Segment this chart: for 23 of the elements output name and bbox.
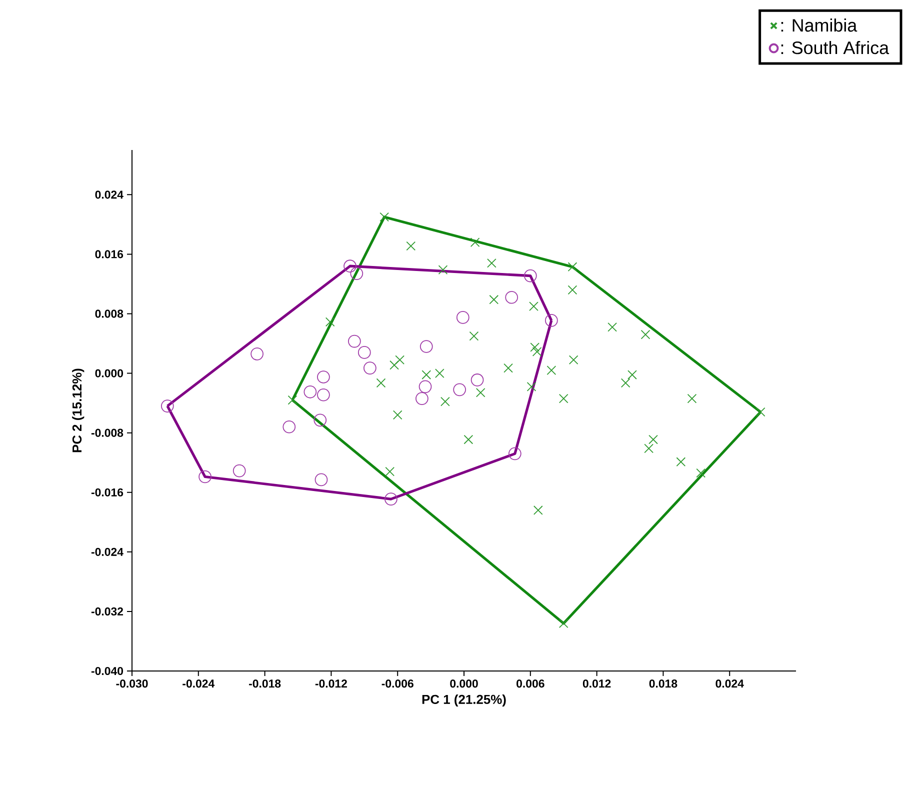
x-tick-label: -0.018 — [249, 680, 281, 688]
y-tick-label: -0.024 — [91, 548, 124, 556]
x-tick-label: 0.000 — [450, 680, 478, 688]
y-tick-label: -0.040 — [91, 666, 124, 676]
x-tick-label: -0.006 — [382, 680, 414, 688]
x-tick-label: 0.012 — [582, 680, 611, 688]
y-axis-title: PC 2 (15.12%) — [72, 368, 84, 452]
y-tick-label: 0.016 — [95, 250, 124, 258]
x-tick-label: -0.030 — [116, 680, 148, 688]
y-tick-label: -0.008 — [91, 428, 124, 437]
y-tick-label: -0.016 — [91, 488, 124, 496]
y-tick-label: 0.024 — [95, 190, 124, 199]
y-tick-label: -0.032 — [91, 607, 124, 616]
x-tick-label: 0.018 — [649, 680, 678, 688]
x-tick-label: -0.012 — [315, 680, 347, 688]
x-tick-label: 0.024 — [716, 680, 744, 688]
y-tick-label: 0.008 — [95, 310, 124, 318]
x-tick-label: -0.024 — [182, 680, 215, 688]
legend-label: : South Africa — [781, 40, 890, 54]
x-tick-label: 0.006 — [516, 680, 544, 688]
x-axis-title: PC 1 (21.25%) — [422, 694, 506, 707]
y-tick-label: 0.000 — [95, 369, 124, 378]
legend-label: : Namibia — [781, 18, 858, 32]
